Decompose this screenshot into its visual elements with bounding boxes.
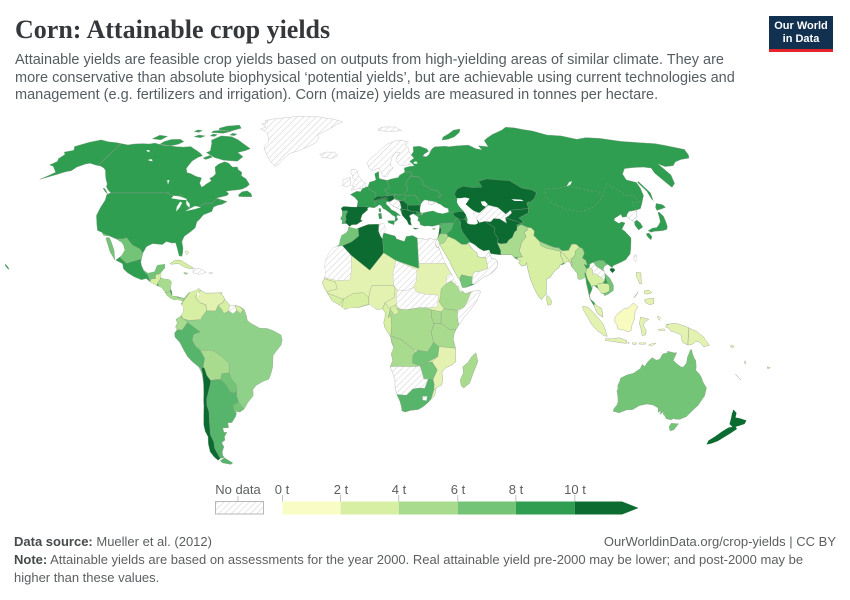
svg-text:10 t: 10 t	[564, 482, 586, 497]
svg-text:8 t: 8 t	[509, 482, 524, 497]
svg-text:6 t: 6 t	[451, 482, 466, 497]
svg-text:0 t: 0 t	[275, 482, 290, 497]
svg-text:No data: No data	[215, 482, 261, 497]
svg-text:4 t: 4 t	[392, 482, 407, 497]
svg-text:2 t: 2 t	[334, 482, 349, 497]
